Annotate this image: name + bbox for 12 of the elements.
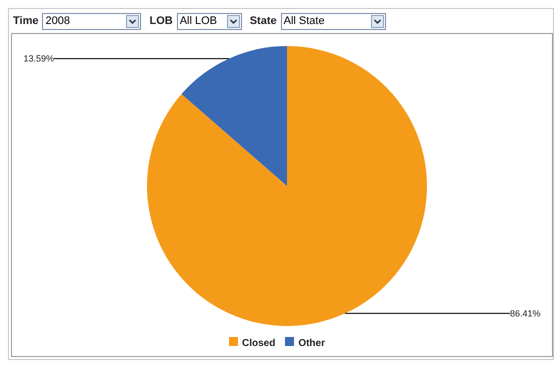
pie-slice bbox=[147, 46, 427, 326]
text: State bbox=[250, 15, 277, 27]
text: LOB bbox=[149, 15, 173, 27]
data-label: 86.41% bbox=[510, 308, 541, 318]
dropdown-field: All State bbox=[280, 12, 386, 30]
data-label: 13.59% bbox=[23, 54, 54, 64]
text: Time bbox=[13, 15, 38, 27]
pie-slice bbox=[181, 46, 287, 186]
legend-label: Closed bbox=[242, 338, 276, 349]
dropdown-field: 2008 bbox=[42, 12, 142, 30]
legend-label: Other bbox=[298, 338, 325, 349]
dropdown-field: All LOB bbox=[176, 12, 242, 30]
